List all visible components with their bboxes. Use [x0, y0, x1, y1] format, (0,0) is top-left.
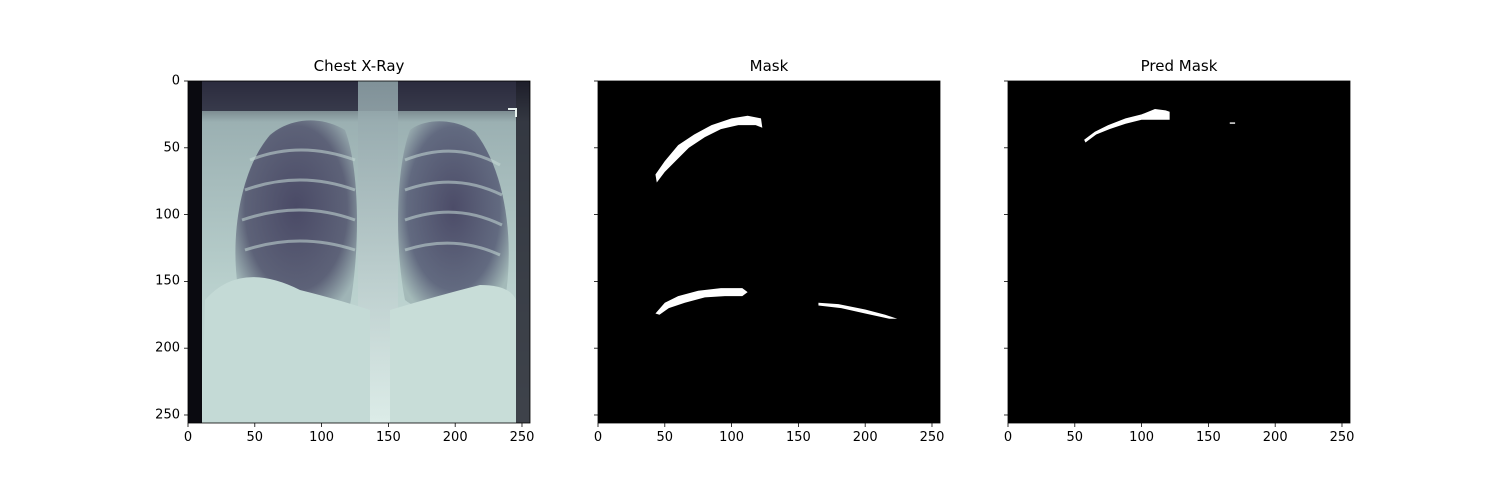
mask-region-small-speck: [1229, 122, 1236, 124]
x-tick-label: 100: [309, 430, 335, 445]
mask-region-lower-left-lesion: [655, 288, 748, 315]
xray-right-border: [516, 81, 530, 423]
left-lung: [235, 120, 357, 316]
axes-frame: [597, 80, 941, 424]
ribs: [241, 148, 503, 257]
x-tick-label: 50: [656, 430, 674, 445]
x-tick-label: 250: [919, 430, 945, 445]
left-diaphragm: [202, 277, 370, 423]
x-tick-label: 50: [1066, 430, 1084, 445]
x-tick-label: 100: [1129, 430, 1155, 445]
x-tick-label: 250: [1329, 430, 1355, 445]
x-tick-label: 200: [442, 430, 468, 445]
mask-background: [1008, 81, 1350, 423]
x-tick-label: 50: [246, 430, 264, 445]
mask-panel: [598, 81, 940, 423]
y-tick-label: 0: [171, 73, 180, 89]
x-tick-label: 0: [1003, 430, 1013, 445]
x-tick-label: 150: [1195, 430, 1221, 445]
x-tick-label: 250: [509, 430, 535, 445]
x-tick-label: 0: [183, 430, 193, 445]
mask-region-upper-left-lesion: [1084, 109, 1170, 143]
xray-left-border: [188, 81, 202, 423]
chart-title-pred-mask: Pred Mask: [1140, 57, 1218, 75]
mask-region-lower-right-lesion: [818, 302, 898, 319]
x-tick-label: 150: [785, 430, 811, 445]
x-tick-label: 150: [375, 430, 401, 445]
axes-frame: [187, 80, 531, 424]
right-lung: [398, 121, 509, 315]
axes-frame: [1007, 80, 1351, 424]
chart-title-mask: Mask: [749, 57, 789, 75]
right-diaphragm: [390, 285, 516, 423]
y-tick-label: 250: [155, 407, 180, 423]
axes-group: [184, 80, 1351, 427]
x-tick-label: 100: [719, 430, 745, 445]
x-tick-label: 0: [593, 430, 603, 445]
x-tick-label: 200: [1262, 430, 1288, 445]
corner-marker: [508, 108, 517, 117]
xray-panel: [188, 81, 530, 423]
mask-background: [598, 81, 940, 423]
mask-region-upper-left-lesion: [655, 115, 763, 183]
chart-title-xray: Chest X-Ray: [313, 57, 405, 75]
y-tick-label: 50: [163, 140, 180, 156]
x-tick-label: 200: [852, 430, 878, 445]
y-tick-label: 100: [155, 207, 180, 223]
y-tick-label: 150: [155, 273, 180, 289]
y-tick-label: 200: [155, 340, 180, 356]
pred-mask-panel: [1008, 81, 1350, 423]
